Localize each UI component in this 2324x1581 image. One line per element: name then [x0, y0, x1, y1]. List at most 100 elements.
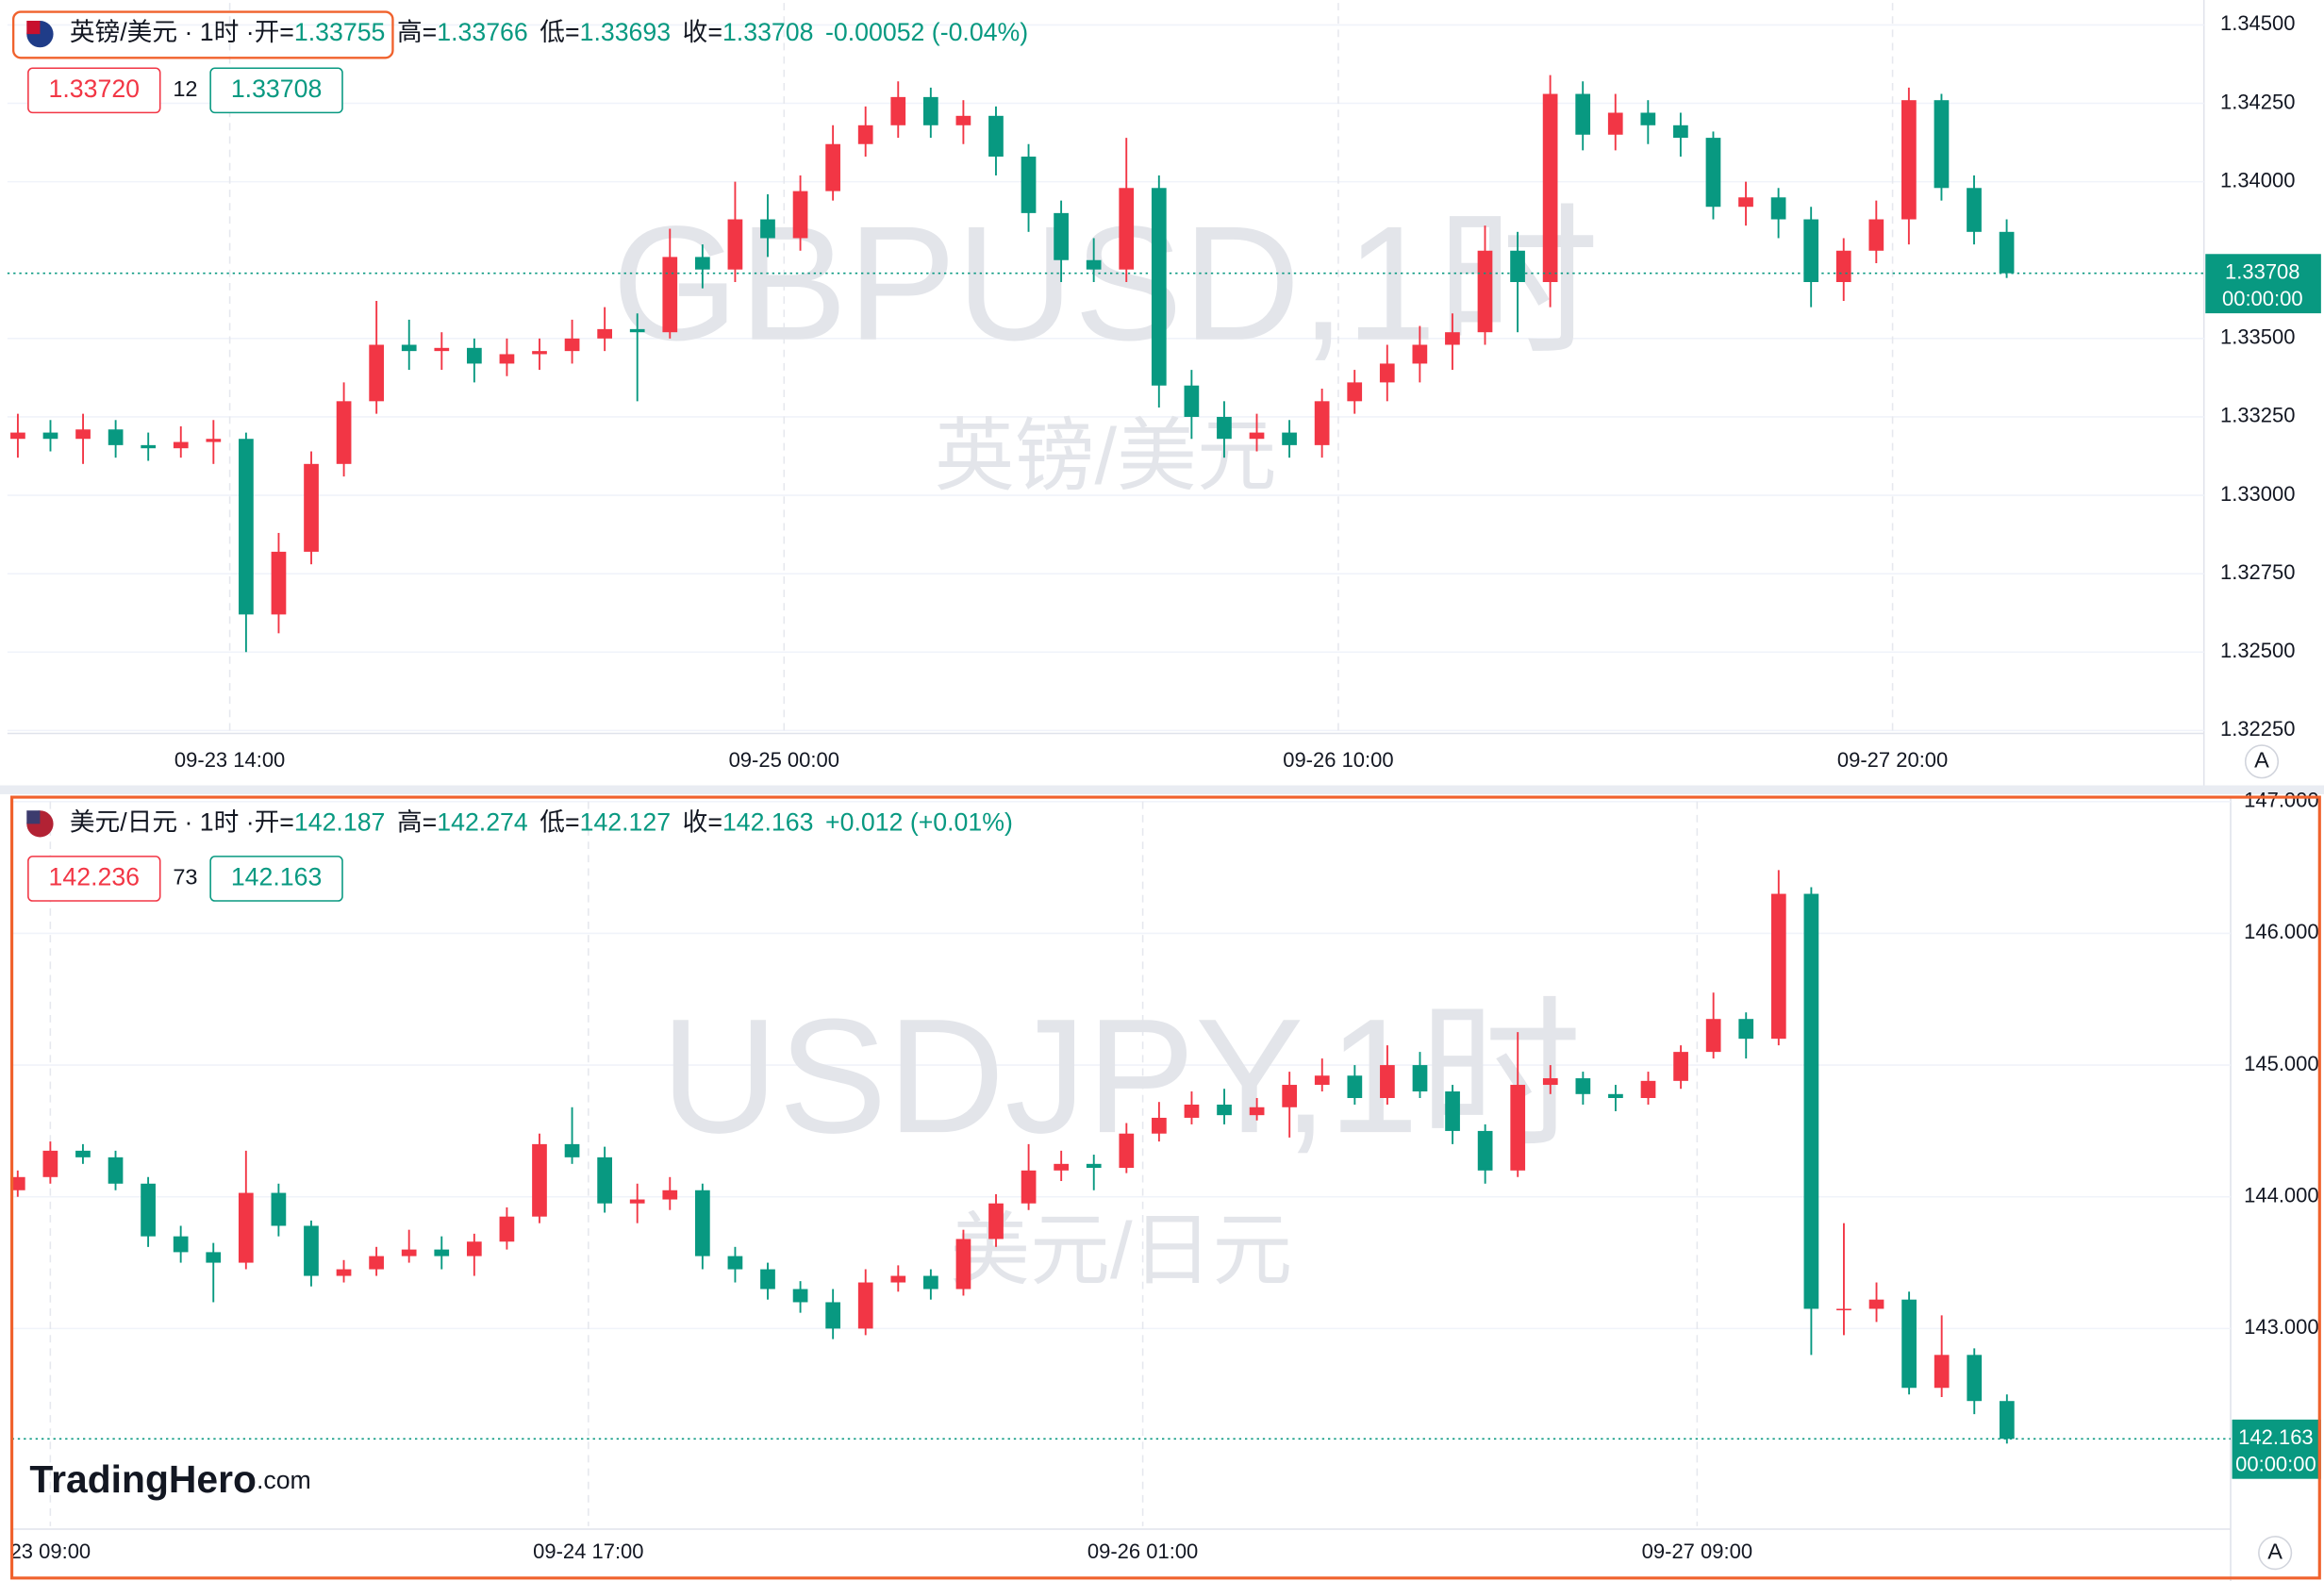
ohlc-value: 142.274: [437, 807, 528, 836]
candle-body: [792, 1289, 808, 1303]
candle-body: [955, 115, 971, 125]
candle-body: [1021, 1170, 1037, 1204]
candle-body: [532, 351, 547, 355]
ohlc-value: 1.33708: [722, 18, 813, 46]
ohlc-value: 1.33693: [580, 18, 671, 46]
x-tick-label: 09-27 09:00: [1642, 1539, 1752, 1563]
candle-body: [727, 1256, 743, 1270]
brand-name: TradingHero: [29, 1457, 257, 1501]
watermark: GBPUSD,1时: [612, 192, 1600, 374]
candle-body: [1282, 1085, 1298, 1107]
ohlc-label: 高=: [397, 18, 437, 46]
x-tick-label: 09-25 00:00: [729, 748, 839, 772]
candle-body: [1152, 1117, 1167, 1134]
y-tick-label: 1.32250: [2220, 717, 2295, 741]
candle-body: [1770, 893, 1786, 1040]
candle-body: [825, 143, 840, 191]
candle-body: [1868, 1299, 1884, 1309]
candle-body: [271, 551, 287, 615]
candle-body: [1054, 212, 1069, 260]
candle-body: [466, 1241, 482, 1256]
ohlc-label: 高=: [397, 807, 437, 836]
candle-body: [629, 1199, 645, 1204]
ohlc-value: 142.187: [294, 807, 385, 836]
candle-body: [727, 219, 743, 270]
y-tick-label: 147.000: [2244, 789, 2318, 812]
change: -0.00052 (-0.04%): [825, 18, 1028, 46]
ask-box[interactable]: [209, 856, 343, 902]
candle-body: [1999, 231, 2015, 274]
candle-body: [1380, 1065, 1395, 1099]
candle-body: [206, 439, 222, 442]
candle-body: [9, 1176, 25, 1190]
y-tick-label: 145.000: [2244, 1052, 2318, 1075]
candle-body: [1477, 250, 1493, 333]
active-panel-border: [9, 795, 2321, 1580]
bid-box[interactable]: [27, 856, 161, 902]
candle-body: [1217, 416, 1232, 440]
candle-body: [1608, 1093, 1623, 1099]
candle-body: [760, 1269, 775, 1290]
ask-box[interactable]: [209, 67, 343, 114]
candle-body: [760, 219, 775, 239]
candle-body: [694, 1190, 710, 1256]
candle-body: [1640, 1080, 1656, 1099]
candle-body: [1542, 93, 1558, 283]
candle-body: [1705, 138, 1721, 208]
candle-body: [141, 1183, 156, 1237]
candle-body: [890, 1275, 906, 1283]
candle-body: [108, 1157, 124, 1184]
candle-body: [1151, 188, 1167, 386]
candle-body: [1445, 1091, 1460, 1131]
candle-body: [1510, 1085, 1526, 1171]
candle-body: [173, 1236, 189, 1253]
candle-body: [1738, 197, 1753, 208]
candle-body: [1510, 250, 1525, 283]
candle-body: [1803, 219, 1819, 283]
candle-body: [988, 1203, 1004, 1240]
candle-body: [1803, 893, 1819, 1309]
x-tick-label: 09-27 20:00: [1837, 748, 1948, 772]
x-tick-label: 09-24 17:00: [533, 1539, 643, 1563]
last-price-label: 1.33708: [2225, 260, 2299, 284]
candle-body: [434, 347, 450, 352]
candle-body: [1054, 1163, 1070, 1171]
scale-button[interactable]: [2244, 744, 2280, 779]
x-tick-label: 09-23 14:00: [174, 748, 285, 772]
spread: 12: [173, 76, 197, 101]
watermark-sub: 美元/日元: [950, 1205, 1292, 1294]
panel-bottom: [0, 793, 2324, 1581]
candle-body: [1249, 432, 1265, 440]
candle-body: [1705, 1019, 1721, 1053]
candle-body: [271, 1192, 287, 1226]
candle-body: [1379, 363, 1395, 383]
y-tick-label: 1.32750: [2220, 560, 2295, 584]
candle-body: [1835, 250, 1851, 283]
candle-body: [10, 432, 25, 440]
candle-body: [1673, 125, 1688, 139]
candle-body: [1314, 1075, 1330, 1086]
candle-body: [694, 257, 710, 270]
ask: 1.33708: [231, 75, 322, 103]
last-price-label: 142.163: [2238, 1425, 2313, 1449]
candle-body: [564, 338, 580, 352]
candle-body: [629, 328, 645, 333]
candle-body: [1217, 1104, 1232, 1116]
y-tick-label: 146.000: [2244, 920, 2318, 943]
last-price-box: [2205, 254, 2321, 314]
scale-button[interactable]: [2258, 1536, 2293, 1571]
candle-body: [1607, 112, 1623, 135]
candle-body: [401, 1249, 417, 1256]
candle-body: [1086, 259, 1102, 270]
ohlc-value: 142.163: [722, 807, 813, 836]
candle-body: [857, 125, 873, 144]
ohlc-label: 开=: [255, 18, 294, 46]
candle-body: [662, 1190, 678, 1200]
ohlc-label: 开=: [255, 807, 294, 836]
candle-body: [597, 328, 613, 339]
candle-body: [890, 96, 906, 125]
candle-body: [304, 463, 319, 552]
candle-body: [1770, 197, 1786, 220]
candle-body: [1314, 401, 1330, 445]
bid-box[interactable]: [27, 67, 161, 114]
